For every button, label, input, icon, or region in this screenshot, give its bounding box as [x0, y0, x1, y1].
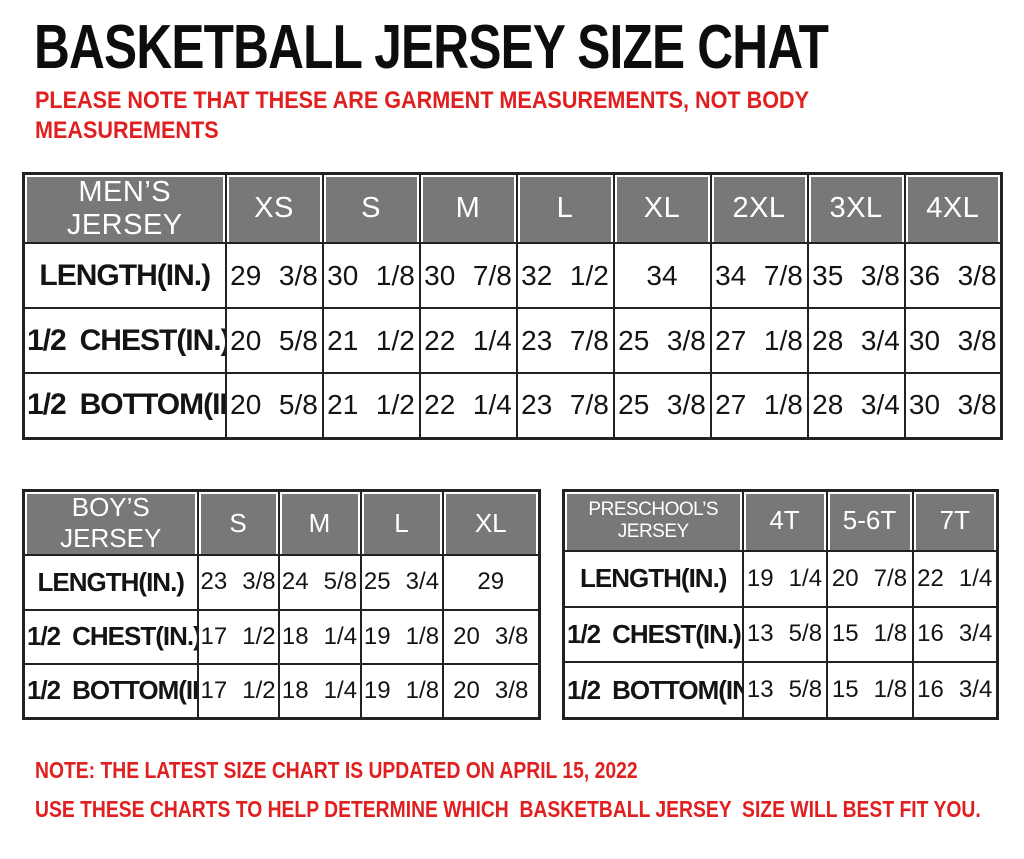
- size-header-cell: S: [321, 172, 421, 245]
- table-row: 1/2 BOTTOM(IN.)20 5/821 1/222 1/423 7/82…: [22, 371, 1003, 440]
- measure-value-cell: 32 1/2: [515, 242, 615, 310]
- measure-value-cell: 19 1/8: [359, 662, 444, 720]
- table-title-cell: MEN’S JERSEY: [22, 172, 227, 245]
- size-header-cell: L: [515, 172, 615, 245]
- table-row: LENGTH(IN.) 19 1/4 20 7/8 22 1/4: [562, 549, 999, 608]
- measure-value-cell: 29: [441, 554, 541, 611]
- mens-jersey-size-table: MEN’S JERSEY XS S M L XL 2XL 3XL 4XL LENGTH(IN.) 2…: [22, 172, 1003, 440]
- size-header-cell: 2XL: [709, 172, 809, 245]
- table-title-cell: PRESCHOOL’S JERSEY: [562, 489, 744, 552]
- footer-notes: NOTE: THE LATEST SIZE CHART IS UPDATED O…: [35, 751, 981, 829]
- measure-value-cell: 30 3/8: [903, 307, 1003, 374]
- measure-value-cell: 27 1/8: [709, 371, 809, 440]
- measure-value-cell: 17 1/2: [196, 608, 280, 665]
- measure-value-cell: 28 3/4: [806, 307, 906, 374]
- size-header-cell: 4XL: [903, 172, 1003, 245]
- measure-label-cell: 1/2 CHEST(IN.): [22, 608, 199, 665]
- size-header-cell: M: [277, 489, 362, 557]
- garment-measurement-note: PLEASE NOTE THAT THESE ARE GARMENT MEASU…: [35, 86, 809, 146]
- measure-label-cell: LENGTH(IN.): [562, 549, 744, 608]
- measure-value-cell: 18 1/4: [277, 608, 362, 665]
- table-row: LENGTH(IN.) 29 3/8 30 1/8 30 7/8 32 1/2 34 34 …: [22, 242, 1003, 310]
- measure-value-cell: 25 3/4: [359, 554, 444, 611]
- table-row: LENGTH(IN.) 23 3/8 24 5/8 25 3/4 29: [22, 554, 541, 611]
- size-header-cell: XS: [224, 172, 324, 245]
- measure-label-cell: LENGTH(IN.): [22, 554, 199, 611]
- measure-value-cell: 34: [612, 242, 712, 310]
- size-header-cell: 5-6T: [825, 489, 914, 552]
- measure-value-cell: 35 3/8: [806, 242, 906, 310]
- table-row: 1/2 BOTTOM(IN.)17 1/218 1/419 1/820 3/8: [22, 662, 541, 720]
- size-header-cell: XL: [441, 489, 541, 557]
- measure-value-cell: 13 5/8: [741, 661, 828, 720]
- size-header-cell: L: [359, 489, 444, 557]
- measure-value-cell: 20 7/8: [825, 549, 914, 608]
- header-row: BOY’S JERSEY S M L XL: [22, 489, 541, 557]
- measure-value-cell: 15 1/8: [825, 661, 914, 720]
- measure-value-cell: 21 1/2: [321, 371, 421, 440]
- size-header-cell: S: [196, 489, 280, 557]
- measure-value-cell: 30 3/8: [903, 371, 1003, 440]
- measure-label-cell: 1/2 CHEST(IN.): [562, 605, 744, 664]
- measure-value-cell: 22 1/4: [418, 307, 518, 374]
- size-header-cell: 4T: [741, 489, 828, 552]
- measure-value-cell: 23 7/8: [515, 371, 615, 440]
- boys-jersey-size-table: BOY’S JERSEY S M L XL LENGTH(IN.) 23 3/8 24 5/8…: [22, 489, 541, 720]
- header-row: PRESCHOOL’S JERSEY 4T 5-6T 7T: [562, 489, 999, 552]
- size-header-cell: XL: [612, 172, 712, 245]
- garment-measurement-note-line1: PLEASE NOTE THAT THESE ARE GARMENT MEASU…: [35, 87, 810, 114]
- measure-value-cell: 20 5/8: [224, 307, 324, 374]
- measure-value-cell: 17 1/2: [196, 662, 280, 720]
- measure-value-cell: 23 3/8: [196, 554, 280, 611]
- table-title-cell: BOY’S JERSEY: [22, 489, 199, 557]
- measure-value-cell: 15 1/8: [825, 605, 914, 664]
- measure-value-cell: 30 7/8: [418, 242, 518, 310]
- size-header-cell: 7T: [911, 489, 999, 552]
- measure-label-cell: 1/2 CHEST(IN.): [22, 307, 227, 374]
- garment-measurement-note-line2: MEASUREMENTS: [35, 117, 219, 144]
- measure-value-cell: 22 1/4: [418, 371, 518, 440]
- table-row: 1/2 BOTTOM(IN.)13 5/815 1/816 3/4: [562, 661, 999, 720]
- measure-value-cell: 20 3/8: [441, 608, 541, 665]
- size-header-cell: M: [418, 172, 518, 245]
- measure-value-cell: 20 5/8: [224, 371, 324, 440]
- measure-value-cell: 24 5/8: [277, 554, 362, 611]
- measure-value-cell: 25 3/8: [612, 307, 712, 374]
- measure-value-cell: 19 1/4: [741, 549, 828, 608]
- measure-label-cell: 1/2 BOTTOM(IN.): [22, 662, 199, 720]
- measure-value-cell: 22 1/4: [911, 549, 999, 608]
- table-row: 1/2 CHEST(IN.) 13 5/8 15 1/8 16 3/4: [562, 605, 999, 664]
- page-title: BASKETBALL JERSEY SIZE CHAT: [34, 13, 829, 82]
- table-row: 1/2 CHEST(IN.) 17 1/2 18 1/4 19 1/8 20 3/8: [22, 608, 541, 665]
- measure-label-cell: 1/2 BOTTOM(IN.): [562, 661, 744, 720]
- measure-value-cell: 21 1/2: [321, 307, 421, 374]
- measure-value-cell: 25 3/8: [612, 371, 712, 440]
- table-row: 1/2 CHEST(IN.) 20 5/8 21 1/2 22 1/4 23 7/8 25…: [22, 307, 1003, 374]
- measure-value-cell: 16 3/4: [911, 605, 999, 664]
- measure-value-cell: 28 3/4: [806, 371, 906, 440]
- usage-note: USE THESE CHARTS TO HELP DETERMINE WHICH…: [35, 796, 981, 822]
- measure-label-cell: 1/2 BOTTOM(IN.): [22, 371, 227, 440]
- size-header-cell: 3XL: [806, 172, 906, 245]
- measure-value-cell: 29 3/8: [224, 242, 324, 310]
- measure-value-cell: 27 1/8: [709, 307, 809, 374]
- measure-value-cell: 20 3/8: [441, 662, 541, 720]
- measure-value-cell: 30 1/8: [321, 242, 421, 310]
- measure-value-cell: 23 7/8: [515, 307, 615, 374]
- update-date-note: NOTE: THE LATEST SIZE CHART IS UPDATED O…: [35, 757, 638, 783]
- measure-value-cell: 34 7/8: [709, 242, 809, 310]
- measure-value-cell: 36 3/8: [903, 242, 1003, 310]
- measure-value-cell: 19 1/8: [359, 608, 444, 665]
- measure-value-cell: 18 1/4: [277, 662, 362, 720]
- measure-label-cell: LENGTH(IN.): [22, 242, 227, 310]
- header-row: MEN’S JERSEY XS S M L XL 2XL 3XL 4XL: [22, 172, 1003, 245]
- measure-value-cell: 13 5/8: [741, 605, 828, 664]
- measure-value-cell: 16 3/4: [911, 661, 999, 720]
- preschool-jersey-size-table: PRESCHOOL’S JERSEY 4T 5-6T 7T LENGTH(IN.) 19 …: [562, 489, 999, 720]
